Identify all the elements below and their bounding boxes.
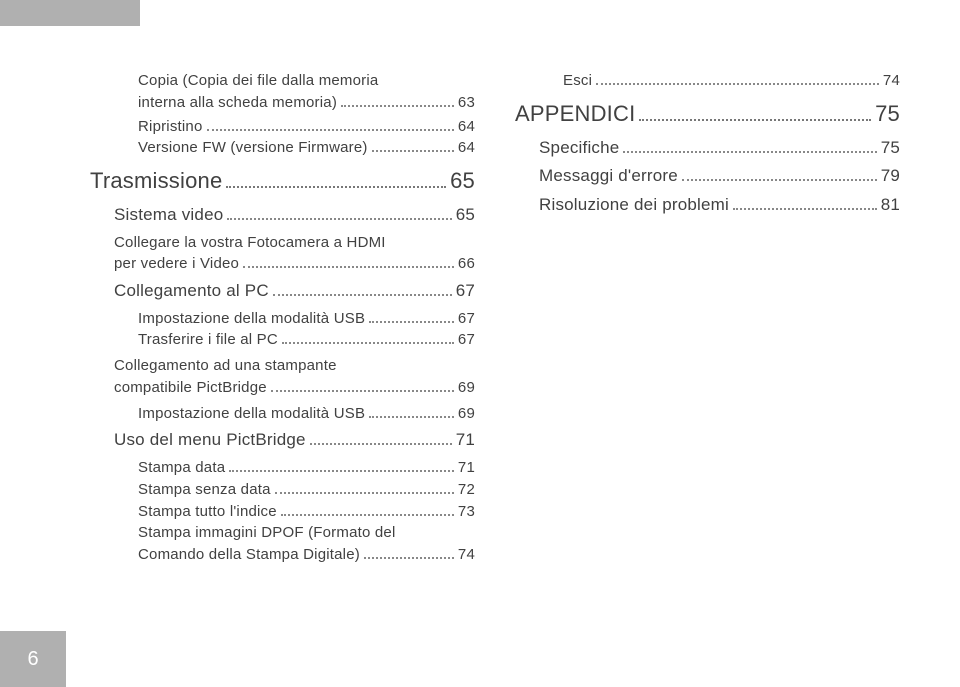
toc-label: Comando della Stampa Digitale) xyxy=(138,544,360,566)
toc-leader-dots xyxy=(281,514,454,516)
toc-label-line: Collegamento ad una stampante xyxy=(114,355,475,377)
toc-page: 75 xyxy=(881,136,900,161)
toc-label: interna alla scheda memoria) xyxy=(138,92,337,114)
toc-label: Risoluzione dei problemi xyxy=(539,193,729,218)
toc-leader-dots xyxy=(682,179,877,181)
toc-page: 71 xyxy=(458,457,475,479)
toc-page: 74 xyxy=(458,544,475,566)
toc-leader-dots xyxy=(364,557,454,559)
page: Copia (Copia dei file dalla memoriainter… xyxy=(0,0,960,687)
toc-entry: Collegamento ad una stampantecompatibile… xyxy=(90,355,475,399)
toc-leader-dots xyxy=(282,342,454,344)
toc-page: 74 xyxy=(883,70,900,92)
toc-label: Stampa senza data xyxy=(138,479,271,501)
toc-page: 67 xyxy=(456,279,475,304)
toc-entry: Sistema video 65 xyxy=(90,203,475,228)
toc-page: 64 xyxy=(458,137,475,159)
toc-leader-dots xyxy=(369,321,454,323)
toc-label: Uso del menu PictBridge xyxy=(114,428,306,453)
toc-page: 65 xyxy=(450,165,475,197)
toc-entry: Copia (Copia dei file dalla memoriainter… xyxy=(90,70,475,114)
toc-leader-dots xyxy=(273,294,452,296)
toc-leader-dots xyxy=(639,119,871,121)
toc-last-line: interna alla scheda memoria) 63 xyxy=(138,92,475,114)
toc-page: 72 xyxy=(458,479,475,501)
toc-leader-dots xyxy=(372,150,454,152)
toc-entry: Impostazione della modalità USB 69 xyxy=(90,403,475,425)
toc-last-line: per vedere i Video 66 xyxy=(114,253,475,275)
toc-leader-dots xyxy=(271,390,454,392)
toc-label: compatibile PictBridge xyxy=(114,377,267,399)
toc-label: Esci xyxy=(563,70,592,92)
toc-page: 63 xyxy=(458,92,475,114)
toc-entry: Ripristino 64 xyxy=(90,116,475,138)
toc-entry: Impostazione della modalità USB 67 xyxy=(90,308,475,330)
toc-label: Messaggi d'errore xyxy=(539,164,678,189)
toc-label-line: Stampa immagini DPOF (Formato del xyxy=(138,522,475,544)
toc-label: Impostazione della modalità USB xyxy=(138,403,365,425)
toc-leader-dots xyxy=(623,151,876,153)
toc-leader-dots xyxy=(207,129,454,131)
toc-label: Specifiche xyxy=(539,136,619,161)
toc-entry: Versione FW (versione Firmware) 64 xyxy=(90,137,475,159)
toc-leader-dots xyxy=(227,218,451,220)
toc-entry: Specifiche 75 xyxy=(515,136,900,161)
toc-entry: Stampa immagini DPOF (Formato delComando… xyxy=(90,522,475,566)
toc-columns: Copia (Copia dei file dalla memoriainter… xyxy=(90,70,900,568)
toc-left-column: Copia (Copia dei file dalla memoriainter… xyxy=(90,70,475,568)
toc-page: 69 xyxy=(458,403,475,425)
toc-label: Impostazione della modalità USB xyxy=(138,308,365,330)
toc-page: 69 xyxy=(458,377,475,399)
toc-leader-dots xyxy=(341,105,454,107)
toc-entry: Messaggi d'errore 79 xyxy=(515,164,900,189)
toc-entry: Uso del menu PictBridge 71 xyxy=(90,428,475,453)
toc-page: 71 xyxy=(456,428,475,453)
toc-label: Sistema video xyxy=(114,203,223,228)
toc-page: 73 xyxy=(458,501,475,523)
top-tab xyxy=(0,0,140,26)
toc-leader-dots xyxy=(596,83,879,85)
toc-label: per vedere i Video xyxy=(114,253,239,275)
toc-entry: APPENDICI 75 xyxy=(515,98,900,130)
toc-leader-dots xyxy=(229,470,454,472)
toc-label-line: Copia (Copia dei file dalla memoria xyxy=(138,70,475,92)
toc-page: 65 xyxy=(456,203,475,228)
toc-leader-dots xyxy=(275,492,454,494)
toc-page: 64 xyxy=(458,116,475,138)
toc-last-line: compatibile PictBridge 69 xyxy=(114,377,475,399)
toc-entry: Stampa data 71 xyxy=(90,457,475,479)
toc-leader-dots xyxy=(369,416,454,418)
toc-entry: Trasferire i file al PC 67 xyxy=(90,329,475,351)
toc-label: Stampa data xyxy=(138,457,225,479)
toc-entry: Stampa tutto l'indice 73 xyxy=(90,501,475,523)
toc-label: Trasferire i file al PC xyxy=(138,329,278,351)
toc-label: Ripristino xyxy=(138,116,203,138)
toc-right-column: Esci 74 APPENDICI 75 Specifiche 75 Messaggi d'… xyxy=(515,70,900,568)
toc-last-line: Comando della Stampa Digitale) 74 xyxy=(138,544,475,566)
toc-label: Collegamento al PC xyxy=(114,279,269,304)
toc-entry: Risoluzione dei problemi 81 xyxy=(515,193,900,218)
toc-leader-dots xyxy=(243,266,454,268)
toc-label: Trasmissione xyxy=(90,165,222,197)
toc-page: 66 xyxy=(458,253,475,275)
toc-leader-dots xyxy=(733,208,877,210)
toc-entry: Esci 74 xyxy=(515,70,900,92)
toc-entry: Collegamento al PC 67 xyxy=(90,279,475,304)
toc-leader-dots xyxy=(310,443,452,445)
toc-entry: Trasmissione 65 xyxy=(90,165,475,197)
toc-entry: Stampa senza data 72 xyxy=(90,479,475,501)
toc-page: 67 xyxy=(458,308,475,330)
toc-label-line: Collegare la vostra Fotocamera a HDMI xyxy=(114,232,475,254)
toc-label: Stampa tutto l'indice xyxy=(138,501,277,523)
toc-label: Versione FW (versione Firmware) xyxy=(138,137,368,159)
toc-label: APPENDICI xyxy=(515,98,635,130)
toc-page: 81 xyxy=(881,193,900,218)
toc-page: 75 xyxy=(875,98,900,130)
page-number: 6 xyxy=(0,631,66,687)
toc-page: 67 xyxy=(458,329,475,351)
toc-page: 79 xyxy=(881,164,900,189)
toc-entry: Collegare la vostra Fotocamera a HDMIper… xyxy=(90,232,475,276)
toc-leader-dots xyxy=(226,186,446,188)
